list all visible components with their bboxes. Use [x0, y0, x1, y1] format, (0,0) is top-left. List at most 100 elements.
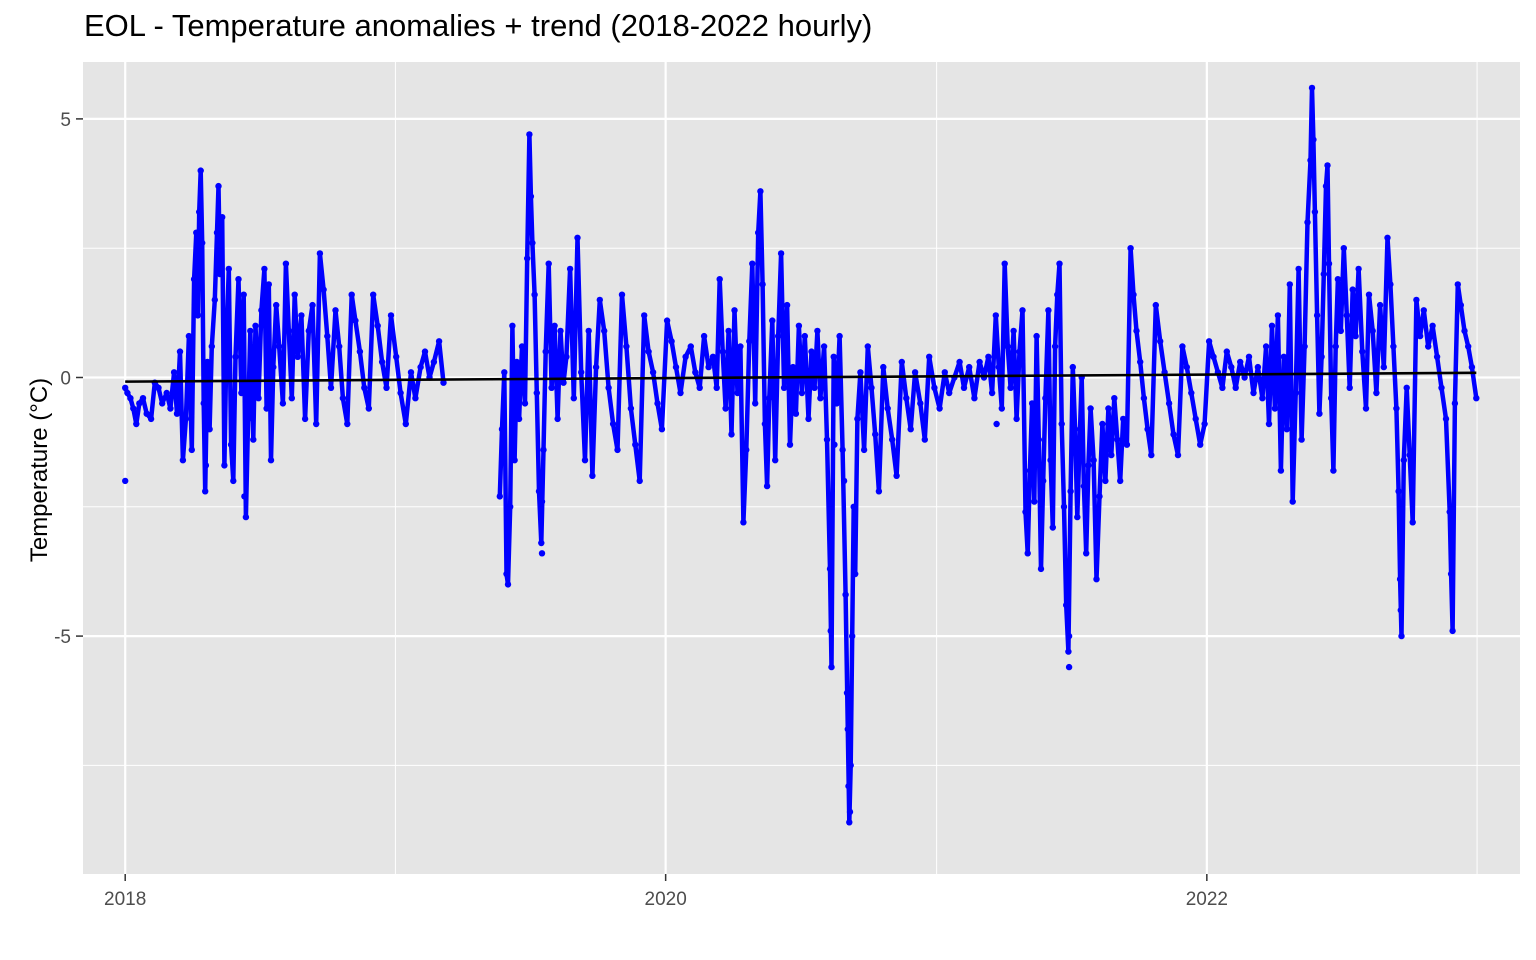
data-point: [998, 405, 1005, 412]
data-point: [430, 358, 438, 366]
data-point: [196, 208, 203, 216]
data-point: [843, 689, 851, 697]
data-point: [1403, 384, 1410, 391]
data-point: [1301, 343, 1308, 350]
data-point: [780, 384, 788, 391]
x-tick-label: 2020: [645, 889, 687, 910]
data-point: [200, 400, 207, 407]
data-point: [1117, 477, 1124, 485]
data-point: [252, 322, 259, 329]
data-point: [1004, 343, 1011, 350]
data-point: [596, 296, 603, 304]
data-point: [1313, 312, 1321, 319]
data-point: [769, 317, 776, 324]
data-point: [1429, 322, 1436, 329]
data-point: [548, 384, 555, 391]
data-point: [823, 436, 831, 443]
data-point: [898, 358, 905, 366]
data-point: [1311, 208, 1319, 216]
data-point: [545, 260, 552, 267]
data-point: [1037, 565, 1045, 573]
data-point: [1277, 467, 1285, 474]
data-point: [276, 343, 283, 350]
data-point: [190, 276, 198, 283]
data-point: [313, 420, 320, 428]
data-point: [412, 395, 419, 402]
data-point: [605, 384, 612, 391]
data-point: [551, 322, 558, 329]
data-point: [504, 581, 512, 588]
data-point: [842, 591, 849, 598]
data-point: [356, 348, 364, 355]
data-point: [817, 395, 824, 402]
data-point: [155, 384, 162, 391]
data-point: [1362, 405, 1370, 412]
data-point: [244, 415, 252, 423]
data-point: [1468, 363, 1476, 371]
data-point: [509, 322, 516, 329]
data-point: [1105, 405, 1112, 412]
data-point: [1192, 415, 1199, 423]
data-point: [946, 389, 953, 397]
data-point: [772, 457, 779, 464]
data-point: [1384, 234, 1391, 241]
data-point: [1019, 307, 1026, 314]
data-point: [1093, 576, 1100, 583]
data-point: [529, 239, 536, 247]
data-point: [1393, 405, 1400, 412]
data-point: [713, 384, 720, 391]
plot-panel: [83, 62, 1520, 874]
data-point: [378, 358, 386, 366]
data-point: [827, 627, 834, 635]
data-point: [1274, 312, 1282, 319]
data-point: [845, 782, 852, 790]
data-point: [1071, 426, 1079, 433]
data-point: [893, 472, 900, 479]
data-point: [1332, 343, 1339, 350]
data-point: [731, 307, 738, 314]
data-point: [538, 550, 546, 557]
data-point: [795, 322, 803, 329]
data-point: [298, 312, 305, 319]
data-point: [763, 482, 771, 490]
data-point: [1035, 436, 1043, 443]
data-point: [783, 301, 791, 309]
data-point: [1065, 663, 1073, 671]
data-point: [864, 343, 871, 350]
data-point: [636, 477, 643, 485]
data-point: [971, 395, 978, 402]
data-point: [844, 726, 851, 733]
data-point: [907, 426, 914, 433]
data-point: [725, 327, 732, 335]
data-point: [1228, 363, 1235, 371]
tick-labels: 2018 2020 2022 5 0 -5: [54, 110, 1228, 910]
data-point: [309, 301, 316, 309]
data-point: [761, 420, 769, 428]
data-point: [176, 348, 184, 355]
data-point: [672, 363, 680, 371]
data-point: [211, 296, 218, 304]
data-point: [601, 327, 608, 335]
data-point: [1133, 327, 1140, 335]
data-point: [911, 369, 919, 376]
data-point: [1013, 415, 1020, 423]
axis-ticks: [76, 118, 1208, 881]
data-point: [215, 182, 222, 190]
data-point: [941, 369, 948, 376]
data-point: [1446, 508, 1453, 516]
data-point: [992, 312, 999, 319]
data-point: [393, 353, 400, 360]
data-point: [921, 436, 928, 443]
data-point: [1473, 395, 1480, 402]
data-point: [1406, 451, 1413, 459]
data-point: [524, 255, 531, 262]
data-point: [527, 193, 535, 200]
data-point: [759, 281, 766, 288]
data-point: [1205, 338, 1213, 345]
data-point: [291, 291, 298, 298]
data-point: [127, 395, 134, 402]
data-point: [755, 229, 762, 236]
data-point: [1438, 384, 1445, 391]
data-point: [1395, 488, 1402, 495]
data-point: [1096, 493, 1103, 500]
